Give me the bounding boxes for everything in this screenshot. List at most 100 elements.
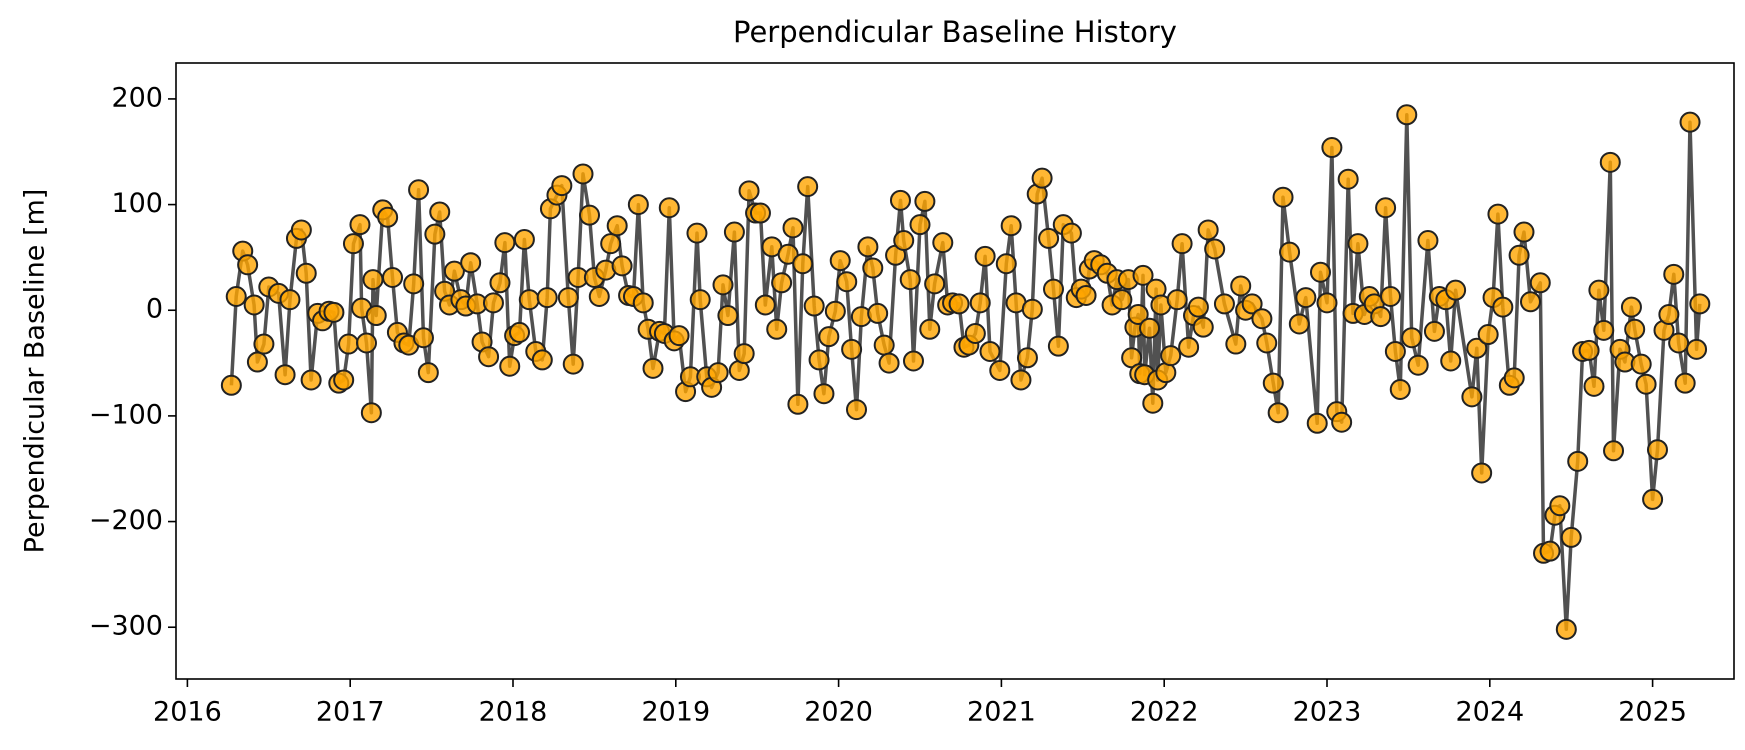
data-point: [948, 293, 970, 315]
y-tick-label: 200: [111, 82, 163, 113]
data-point: [777, 243, 799, 265]
data-point: [1213, 293, 1235, 315]
data-point: [1549, 495, 1571, 517]
data-point: [557, 287, 579, 309]
data-point: [333, 369, 355, 391]
data-point: [365, 305, 387, 327]
y-tick-label: −100: [89, 399, 163, 430]
data-point: [1337, 168, 1359, 190]
data-point: [1674, 372, 1696, 394]
y-tick-label: 100: [111, 188, 163, 219]
data-point: [1038, 227, 1060, 249]
data-point: [1658, 303, 1680, 325]
data-point: [1251, 308, 1273, 330]
data-point: [1603, 440, 1625, 462]
data-point: [1230, 275, 1252, 297]
data-point: [1225, 333, 1247, 355]
data-point: [1407, 354, 1429, 376]
data-point: [518, 289, 540, 311]
data-point: [707, 362, 729, 384]
data-point: [857, 236, 879, 258]
data-point: [1642, 488, 1664, 510]
data-point: [995, 253, 1017, 275]
data-point: [1256, 332, 1278, 354]
data-point: [1492, 296, 1514, 318]
data-point: [1295, 287, 1317, 309]
data-point: [686, 222, 708, 244]
data-point: [600, 233, 622, 255]
data-point: [460, 252, 482, 274]
x-tick-label: 2021: [967, 697, 1036, 728]
data-point: [1583, 375, 1605, 397]
data-point: [1127, 303, 1149, 325]
chart-title: Perpendicular Baseline History: [733, 15, 1177, 49]
data-point: [572, 163, 594, 185]
data-point: [408, 179, 430, 201]
data-point: [1309, 261, 1331, 283]
data-point: [611, 255, 633, 277]
data-point: [642, 357, 664, 379]
data-point: [964, 322, 986, 344]
data-point: [932, 232, 954, 254]
data-point: [818, 326, 840, 348]
data-point: [1384, 340, 1406, 362]
data-point: [914, 190, 936, 212]
data-point: [1047, 335, 1069, 357]
data-point: [382, 266, 404, 288]
data-point: [1262, 372, 1284, 394]
data-point: [300, 369, 322, 391]
data-point: [1171, 233, 1193, 255]
data-point: [482, 292, 504, 314]
data-point: [1503, 367, 1525, 389]
data-point: [225, 286, 247, 308]
data-point: [889, 189, 911, 211]
data-point: [606, 215, 628, 237]
data-point: [738, 180, 760, 202]
data-point: [867, 302, 889, 324]
data-point: [717, 305, 739, 327]
data-point: [1132, 264, 1154, 286]
data-point: [274, 364, 296, 386]
data-point: [403, 273, 425, 295]
data-point: [1370, 306, 1392, 328]
data-point: [246, 351, 268, 373]
data-point: [1111, 289, 1133, 311]
data-point: [1689, 293, 1711, 315]
data-point: [1139, 317, 1161, 339]
data-point: [1142, 392, 1164, 414]
data-point: [1578, 339, 1600, 361]
data-point: [749, 202, 771, 224]
data-point: [1389, 378, 1411, 400]
data-point: [841, 338, 863, 360]
data-point: [499, 355, 521, 377]
data-point: [1555, 618, 1577, 640]
plot-frame: [175, 62, 1735, 680]
data-point: [919, 318, 941, 340]
data-point: [824, 300, 846, 322]
data-point: [899, 269, 921, 291]
data-point: [878, 352, 900, 374]
data-point: [349, 214, 371, 236]
data-point: [1635, 373, 1657, 395]
data-point: [1477, 324, 1499, 346]
data-point: [668, 325, 690, 347]
data-point: [733, 343, 755, 365]
data-point: [360, 402, 382, 424]
data-point: [723, 221, 745, 243]
data-point: [1668, 332, 1690, 354]
data-point: [836, 271, 858, 293]
data-point: [1021, 298, 1043, 320]
data-point: [531, 349, 553, 371]
data-point: [417, 362, 439, 384]
data-point: [362, 269, 384, 291]
data-point: [658, 197, 680, 219]
data-point: [797, 176, 819, 198]
data-point: [1279, 241, 1301, 263]
data-point: [377, 206, 399, 228]
data-point: [1461, 386, 1483, 408]
data-point: [1042, 278, 1064, 300]
data-point: [787, 393, 809, 415]
data-point: [1379, 286, 1401, 308]
data-point: [1010, 369, 1032, 391]
